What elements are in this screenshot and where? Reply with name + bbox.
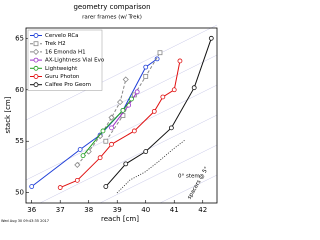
marker [74, 177, 80, 183]
x-tick-label: 37 [56, 206, 65, 214]
marker [120, 107, 126, 113]
marker [131, 128, 137, 134]
marker [33, 82, 39, 88]
marker [122, 76, 129, 83]
x-tick-label: 38 [84, 206, 93, 214]
marker [100, 128, 106, 134]
marker [129, 96, 134, 102]
marker [143, 64, 149, 70]
legend-label: Calfee Pro Geom [45, 82, 91, 88]
marker [32, 48, 40, 55]
marker [97, 133, 104, 140]
y-axis-label: stack [cm] [4, 96, 12, 133]
marker [109, 141, 114, 147]
legend-label: Trek H2 [44, 41, 66, 47]
legend-label: Lightweight [45, 66, 78, 72]
marker [191, 85, 197, 91]
legend-label: Guru Photon [45, 74, 80, 80]
footer: Wed Aug 30 09:43:35 2017 [1, 219, 49, 223]
marker [171, 87, 177, 93]
marker [77, 147, 83, 152]
x-tick-label: 42 [198, 206, 207, 214]
marker [123, 161, 129, 167]
chart-subtitle: rarer frames (w/ Trek) [82, 15, 142, 21]
y-tick-label: 50 [15, 189, 24, 197]
x-tick-label: 39 [113, 206, 122, 214]
y-tick-label: 55 [15, 137, 24, 145]
marker [208, 35, 214, 41]
legend-label: 16 Emonda H1 [45, 49, 86, 55]
marker [143, 149, 149, 154]
series-line [82, 98, 132, 156]
marker [97, 155, 103, 161]
marker [103, 138, 109, 144]
marker [103, 184, 109, 189]
marker [108, 114, 115, 121]
marker [157, 50, 163, 56]
x-axis-label: reach [cm] [101, 215, 139, 223]
stem-lines [25, 24, 218, 204]
marker [33, 41, 39, 47]
spacer-line [116, 139, 186, 194]
marker [168, 125, 174, 131]
legend-label: Cervelo RCa [45, 33, 79, 39]
x-tick-label: 36 [27, 206, 36, 214]
marker [33, 57, 39, 63]
annotation: spacers @ 5° [187, 166, 211, 201]
chart-title: geometry comparison [73, 3, 150, 11]
legend-label: AX-Lightness Vial Evo [45, 58, 105, 64]
y-tick-label: 65 [15, 34, 24, 42]
y-tick-label: 60 [15, 86, 24, 94]
series-line [105, 38, 212, 187]
x-tick-label: 40 [141, 206, 150, 214]
marker [109, 125, 114, 131]
marker [74, 161, 81, 168]
marker [33, 33, 39, 38]
marker [177, 58, 183, 64]
x-tick-label: 41 [170, 206, 179, 214]
marker [33, 74, 39, 79]
series-line [105, 52, 161, 142]
marker [160, 94, 166, 100]
series-line [76, 79, 127, 166]
marker [29, 184, 35, 189]
plot-frame [25, 27, 218, 204]
marker [151, 108, 157, 114]
marker [80, 153, 86, 159]
marker [143, 73, 149, 79]
marker [117, 99, 124, 106]
chart: geometry comparison rarer frames (w/ Tre… [1, 3, 218, 223]
marker [57, 185, 63, 190]
marker [134, 89, 140, 95]
annotation: 0° stem [178, 174, 200, 180]
marker [33, 65, 39, 71]
